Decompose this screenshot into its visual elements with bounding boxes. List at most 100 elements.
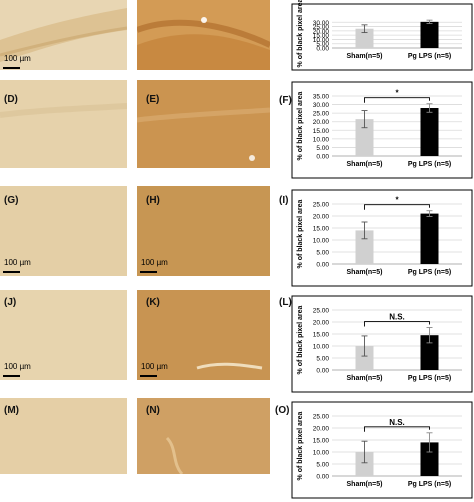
bar-sham bbox=[355, 28, 374, 48]
bar-pg-lps bbox=[420, 442, 439, 476]
y-tick-label: 25.00 bbox=[313, 308, 330, 315]
panel-label-n: (N) bbox=[146, 405, 160, 416]
bar-sham bbox=[355, 452, 374, 476]
y-tick-label: 0.00 bbox=[316, 46, 329, 53]
bar-chart-l-svg: 0.00 5.00 10.00 15.00 20.00 25.00 % of black p… bbox=[291, 295, 473, 393]
bar-pg-lps bbox=[420, 21, 439, 48]
y-axis-label: % of black pixel area bbox=[297, 0, 304, 67]
micrograph-lps-row2 bbox=[137, 80, 270, 168]
x-category-label: Sham(n=5) bbox=[347, 269, 383, 276]
chart-frame bbox=[291, 295, 473, 393]
y-tick-label: 20.00 bbox=[313, 426, 330, 433]
y-tick-label: 10.00 bbox=[313, 136, 330, 143]
bar-chart-i: 0.00 5.00 10.00 15.00 20.00 25.00 % of black p… bbox=[288, 186, 474, 290]
y-tick-label: 20.00 bbox=[313, 119, 330, 126]
y-axis-label: % of black pixel area bbox=[297, 411, 304, 480]
x-category-label: Pg LPS (n=5) bbox=[408, 53, 451, 60]
y-tick-label: 15.00 bbox=[313, 128, 330, 135]
y-tick-label: 35.00 bbox=[313, 94, 330, 101]
panel-label-k: (K) bbox=[146, 297, 160, 308]
y-tick-label: 0.00 bbox=[316, 154, 329, 161]
scale-bar-label: 100 µm bbox=[4, 362, 31, 371]
bar-chart-o-svg: 0.00 5.00 10.00 15.00 20.00 25.00 % of black p… bbox=[291, 401, 473, 499]
bar-pg-lps bbox=[420, 335, 439, 370]
y-tick-label: 15.00 bbox=[313, 332, 330, 339]
chart-frame bbox=[291, 189, 473, 287]
y-tick-label: 10.00 bbox=[313, 37, 330, 44]
bar-pg-lps bbox=[420, 213, 439, 264]
panel-label-l: (L) bbox=[279, 297, 292, 308]
y-axis-label: % of black pixel area bbox=[297, 305, 304, 374]
y-tick-label: 20.00 bbox=[313, 28, 330, 35]
y-tick-label: 10.00 bbox=[313, 344, 330, 351]
micrograph-sham-row3: 100 µm bbox=[0, 186, 127, 276]
x-category-label: Sham(n=5) bbox=[347, 481, 383, 488]
y-tick-label: 5.00 bbox=[316, 356, 329, 363]
bar-pg-lps bbox=[420, 108, 439, 156]
y-tick-label: 10.00 bbox=[313, 238, 330, 245]
panel-label-m: (M) bbox=[4, 405, 19, 416]
y-tick-label: 15.00 bbox=[313, 33, 330, 40]
y-tick-label: 25.00 bbox=[313, 202, 330, 209]
scale-bar-label: 100 µm bbox=[4, 258, 31, 267]
y-tick-label: 0.00 bbox=[316, 474, 329, 481]
y-axis-label: % of black pixel area bbox=[297, 199, 304, 268]
x-category-label: Pg LPS (n=5) bbox=[408, 269, 451, 276]
micrograph-lps-row3: 100 µm bbox=[137, 186, 270, 276]
bar-chart-1: 0.00 5.00 10.00 15.00 20.00 25.00 30.00 % of bl… bbox=[288, 0, 474, 74]
scale-bar-label: 100 µm bbox=[141, 362, 168, 371]
micrograph-lps-row5 bbox=[137, 398, 270, 474]
y-tick-label: 30.00 bbox=[313, 102, 330, 109]
bar-chart-o: 0.00 5.00 10.00 15.00 20.00 25.00 % of black p… bbox=[288, 398, 474, 502]
x-category-label: Sham(n=5) bbox=[347, 375, 383, 382]
panel-label-i: (I) bbox=[279, 195, 289, 206]
x-category-label: Sham(n=5) bbox=[347, 161, 383, 168]
bar-chart-i-svg: 0.00 5.00 10.00 15.00 20.00 25.00 % of black p… bbox=[291, 189, 473, 287]
scale-bar-label: 100 µm bbox=[4, 54, 31, 63]
significance-bracket bbox=[364, 426, 430, 432]
y-tick-label: 25.00 bbox=[313, 111, 330, 118]
panel-label-j: (J) bbox=[4, 297, 17, 308]
micrograph-lps-row4: 100 µm bbox=[137, 290, 270, 380]
x-category-label: Sham(n=5) bbox=[347, 53, 383, 60]
significance-bracket bbox=[364, 97, 430, 103]
x-category-label: Pg LPS (n=5) bbox=[408, 161, 451, 168]
y-tick-label: 25.00 bbox=[313, 414, 330, 421]
panel-label-e: (E) bbox=[146, 94, 160, 105]
significance-bracket bbox=[364, 321, 430, 327]
bar-sham bbox=[355, 230, 374, 264]
y-tick-label: 5.00 bbox=[316, 462, 329, 469]
y-tick-label: 10.00 bbox=[313, 450, 330, 457]
significance-label: * bbox=[395, 196, 399, 205]
panel-label-h: (H) bbox=[146, 195, 160, 206]
bar-sham bbox=[355, 346, 374, 370]
y-tick-label: 5.00 bbox=[316, 145, 329, 152]
y-tick-label: 0.00 bbox=[316, 262, 329, 269]
micrograph-sham-row4: 100 µm bbox=[0, 290, 127, 380]
chart-frame bbox=[291, 3, 473, 71]
y-tick-label: 20.00 bbox=[313, 214, 330, 221]
significance-label: N.S. bbox=[389, 313, 405, 322]
y-tick-label: 5.00 bbox=[316, 250, 329, 257]
significance-bracket bbox=[364, 204, 430, 210]
micrograph-sham-row1: 100 µm bbox=[0, 0, 127, 70]
bar-sham bbox=[355, 119, 374, 156]
x-category-label: Pg LPS (n=5) bbox=[408, 375, 451, 382]
panel-label-d: (D) bbox=[4, 94, 18, 105]
y-tick-label: 0.00 bbox=[316, 368, 329, 375]
panel-label-o: (O) bbox=[275, 405, 290, 416]
micrograph-sham-row5 bbox=[0, 398, 127, 474]
y-tick-label: 15.00 bbox=[313, 438, 330, 445]
y-tick-label: 5.00 bbox=[316, 41, 329, 48]
scale-bar-label: 100 µm bbox=[141, 258, 168, 267]
panel-label-f: (F) bbox=[279, 95, 292, 106]
y-tick-label: 25.00 bbox=[313, 24, 330, 31]
x-category-label: Pg LPS (n=5) bbox=[408, 481, 451, 488]
significance-label: N.S. bbox=[389, 418, 405, 427]
panel-label-g: (G) bbox=[4, 195, 19, 206]
bar-chart-l: 0.00 5.00 10.00 15.00 20.00 25.00 % of black p… bbox=[288, 292, 474, 396]
y-tick-label: 20.00 bbox=[313, 320, 330, 327]
y-tick-label: 30.00 bbox=[313, 20, 330, 27]
